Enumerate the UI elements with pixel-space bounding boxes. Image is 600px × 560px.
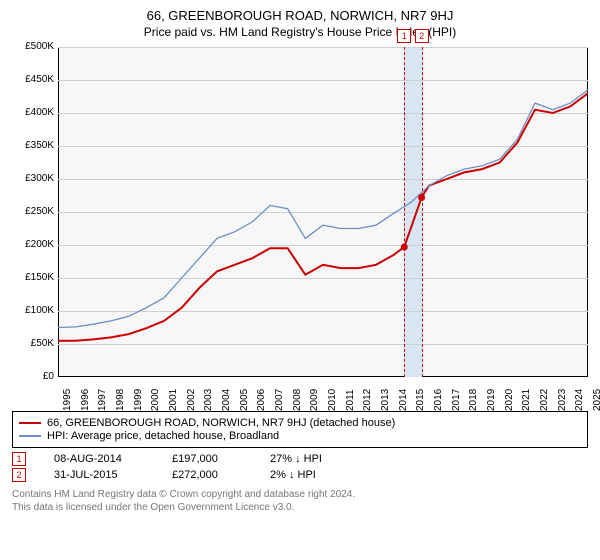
transaction-price: £272,000 — [172, 469, 242, 481]
legend-item: HPI: Average price, detached house, Broa… — [19, 430, 581, 442]
footer-line-1: Contains HM Land Registry data © Crown c… — [12, 488, 588, 501]
transaction-price: £197,000 — [172, 453, 242, 465]
footer-attribution: Contains HM Land Registry data © Crown c… — [12, 488, 588, 514]
chart-area: £0£50K£100K£150K£200K£250K£300K£350K£400… — [12, 47, 588, 407]
legend-box: 66, GREENBOROUGH ROAD, NORWICH, NR7 9HJ … — [12, 411, 588, 448]
chart-svg — [12, 47, 588, 407]
footer-line-2: This data is licensed under the Open Gov… — [12, 501, 588, 514]
transaction-delta: 27% ↓ HPI — [270, 453, 360, 465]
legend-label: HPI: Average price, detached house, Broa… — [47, 430, 279, 442]
series-hpi — [58, 90, 588, 328]
transaction-row: 2 31-JUL-2015 £272,000 2% ↓ HPI — [12, 468, 588, 482]
marker-badge: 2 — [415, 29, 429, 43]
transaction-date: 31-JUL-2015 — [54, 469, 144, 481]
marker-dot — [418, 194, 425, 201]
marker-badge: 1 — [397, 29, 411, 43]
transaction-badge: 2 — [12, 468, 26, 482]
legend-label: 66, GREENBOROUGH ROAD, NORWICH, NR7 9HJ … — [47, 417, 395, 429]
legend-swatch — [19, 435, 41, 437]
x-axis-label: 2025 — [592, 381, 600, 411]
transaction-date: 08-AUG-2014 — [54, 453, 144, 465]
transactions-table: 1 08-AUG-2014 £197,000 27% ↓ HPI 2 31-JUL-201… — [12, 452, 588, 482]
transaction-badge: 1 — [12, 452, 26, 466]
series-property — [58, 93, 588, 341]
transaction-delta: 2% ↓ HPI — [270, 469, 360, 481]
chart-subtitle: Price paid vs. HM Land Registry's House … — [12, 25, 588, 39]
marker-dot — [401, 243, 408, 250]
legend-swatch — [19, 422, 41, 424]
transaction-row: 1 08-AUG-2014 £197,000 27% ↓ HPI — [12, 452, 588, 466]
chart-title: 66, GREENBOROUGH ROAD, NORWICH, NR7 9HJ — [12, 8, 588, 23]
legend-item: 66, GREENBOROUGH ROAD, NORWICH, NR7 9HJ … — [19, 417, 581, 429]
